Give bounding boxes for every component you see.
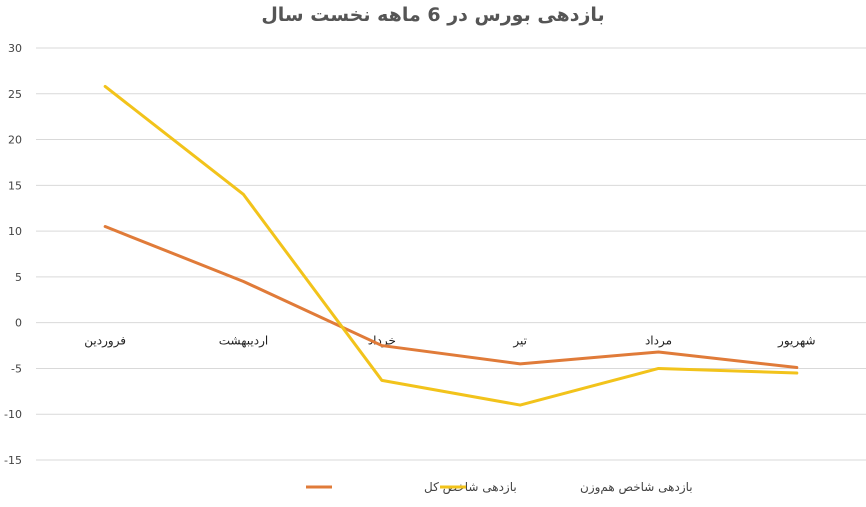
category-label: تیر xyxy=(512,334,527,349)
series-line-1 xyxy=(103,225,799,370)
y-tick-label: 0 xyxy=(15,317,22,330)
category-labels: فروردین اردیبهشت خرداد تیر مرداد شهریور xyxy=(84,334,815,349)
gridlines xyxy=(36,47,866,461)
chart-title: بازدهی بورس در 6 ماهه نخست سال xyxy=(261,4,605,26)
category-label: خرداد xyxy=(368,334,396,349)
y-tick-label: 30 xyxy=(8,42,22,55)
y-tick-label: 10 xyxy=(8,225,22,238)
category-label: اردیبهشت xyxy=(219,334,268,349)
legend: بازدهی شاخص کل بازدهی شاخص هم‌وزن xyxy=(306,480,693,495)
legend-label-2: بازدهی شاخص هم‌وزن xyxy=(580,480,693,495)
category-label: شهریور xyxy=(777,334,816,349)
series-lines xyxy=(103,84,799,407)
legend-label-1: بازدهی شاخص کل xyxy=(424,480,517,495)
y-tick-label: -15 xyxy=(4,454,22,467)
series-line-2 xyxy=(103,84,799,407)
y-tick-label: 20 xyxy=(8,134,22,147)
y-tick-label: -5 xyxy=(11,362,22,375)
y-tick-label: 5 xyxy=(15,271,22,284)
y-tick-label: 25 xyxy=(8,88,22,101)
y-tick-label: -10 xyxy=(4,408,22,421)
y-axis-tick-labels: 30 25 20 15 10 5 0 -5 -10 -15 xyxy=(4,42,22,467)
y-tick-label: 15 xyxy=(8,179,22,192)
category-label: فروردین xyxy=(84,334,126,349)
category-label: مرداد xyxy=(645,334,672,349)
